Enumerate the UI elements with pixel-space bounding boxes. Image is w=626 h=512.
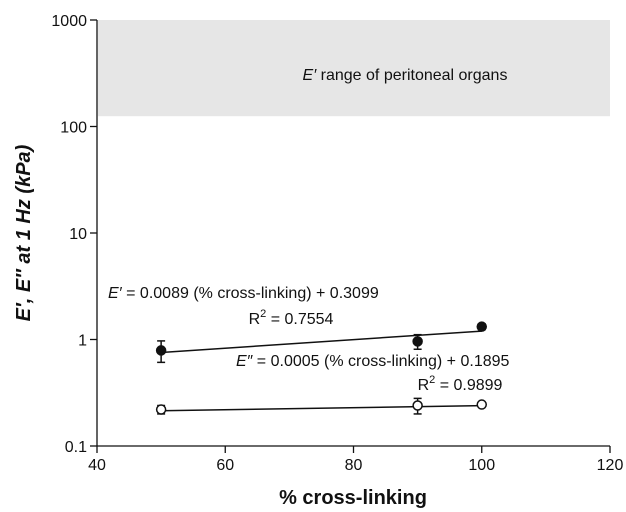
- y-tick-label: 1: [78, 333, 87, 350]
- x-tick-label: 60: [216, 457, 234, 474]
- fit-slope: 0.0089: [140, 285, 189, 302]
- fit-slope: 0.0005: [271, 353, 320, 370]
- r2-eq: =: [271, 311, 280, 328]
- data-point: [412, 400, 423, 411]
- fit-text: =: [126, 285, 135, 302]
- x-tick-label: 100: [468, 457, 495, 474]
- y-tick-label: 0.1: [65, 439, 87, 456]
- fit-equation: E″ = 0.0005 (% cross-linking) + 0.1895: [236, 353, 510, 370]
- data-point: [476, 399, 487, 410]
- r2-eq: =: [440, 377, 449, 394]
- x-tick-label: 40: [88, 457, 106, 474]
- region-text: range of peritoneal organs: [321, 67, 508, 84]
- y-tick-label: 100: [60, 120, 87, 137]
- fit-symbol: E″: [236, 353, 254, 370]
- fit-r2: R2 = 0.7554: [249, 304, 334, 328]
- y-axis-label: E′, E″ at 1 Hz (kPa): [13, 144, 35, 321]
- fit-symbol: E′: [108, 285, 123, 302]
- fit-line: [161, 404, 482, 412]
- fit-text: (% cross-linking) +: [324, 353, 456, 370]
- r2-sup: 2: [260, 308, 266, 320]
- region-symbol: E′: [303, 67, 318, 84]
- data-point: [412, 336, 423, 347]
- fit-text: =: [257, 353, 266, 370]
- fit-intercept: 0.1895: [460, 353, 509, 370]
- x-axis-label: % cross-linking: [279, 487, 427, 509]
- fit-r2: R2 = 0.9899: [418, 370, 503, 394]
- data-point: [476, 321, 487, 332]
- data-point: [155, 404, 167, 415]
- r2-value: 0.7554: [285, 311, 334, 328]
- fit-text: (% cross-linking) +: [193, 285, 325, 302]
- y-tick-label: 1000: [51, 13, 87, 30]
- r2-prefix: R: [249, 311, 261, 328]
- y-tick-label: 10: [69, 226, 87, 243]
- data-point: [155, 345, 167, 356]
- region-label: E′ range of peritoneal organs: [303, 67, 508, 84]
- r2-sup: 2: [429, 374, 435, 386]
- x-tick-label: 80: [345, 457, 363, 474]
- fit-intercept: 0.3099: [330, 285, 379, 302]
- x-tick-label: 120: [597, 457, 624, 474]
- r2-prefix: R: [418, 377, 430, 394]
- fit-equation: E′ = 0.0089 (% cross-linking) + 0.3099: [108, 285, 379, 302]
- fit-line: [161, 330, 482, 354]
- shaded-region: [98, 20, 610, 117]
- r2-value: 0.9899: [454, 377, 503, 394]
